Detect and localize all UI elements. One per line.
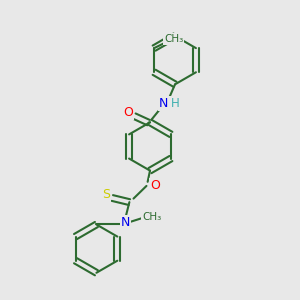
Text: S: S <box>102 188 110 201</box>
Text: H: H <box>171 97 179 110</box>
Text: CH₃: CH₃ <box>164 34 183 44</box>
Text: N: N <box>159 97 169 110</box>
Text: O: O <box>124 106 134 118</box>
Text: N: N <box>121 216 130 229</box>
Text: CH₃: CH₃ <box>142 212 161 222</box>
Text: O: O <box>150 179 160 192</box>
